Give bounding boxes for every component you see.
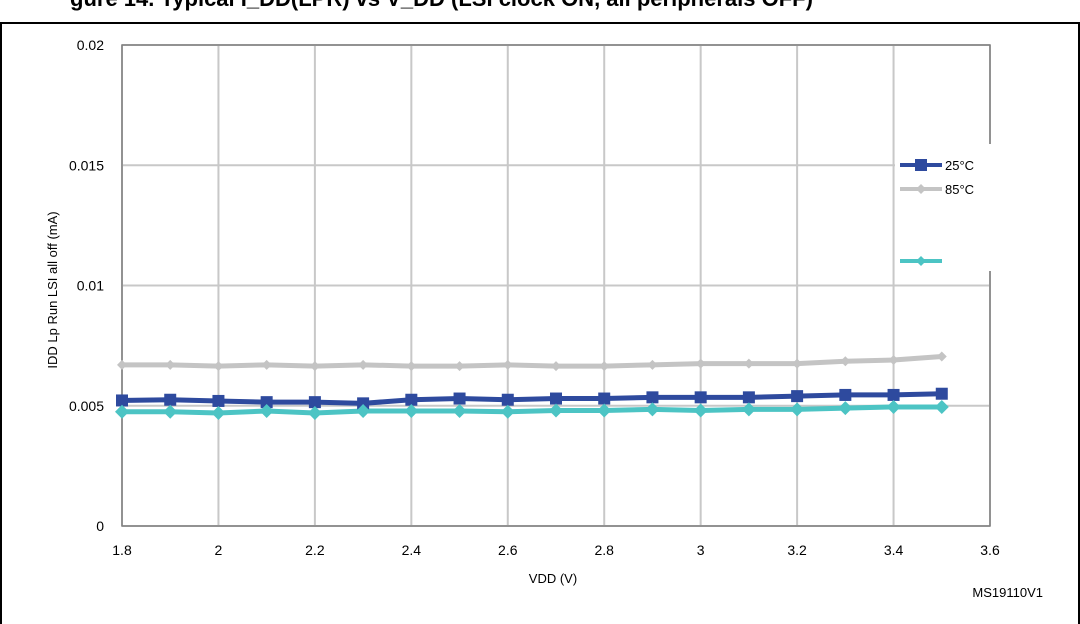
- y-tick-label: 0.005: [69, 398, 104, 414]
- y-tick-label: 0.02: [77, 37, 104, 53]
- y-tick-label: 0.015: [69, 157, 104, 173]
- header-fragment: gure 14. Typical I_DD(LPR) vs V_DD (LSI …: [70, 0, 813, 11]
- data-point: [886, 399, 901, 414]
- x-axis-ticks: 1.8 2 2.2 2.4 2.6 2.8 3 3.2 3.4 3.6: [112, 542, 1000, 558]
- y-tick-label: 0: [96, 518, 104, 534]
- y-tick-label: 0.01: [77, 278, 104, 294]
- data-point: [453, 392, 466, 405]
- data-point: [309, 361, 320, 372]
- series-markers: [115, 351, 949, 420]
- data-point: [117, 359, 127, 370]
- data-point: [260, 396, 273, 409]
- legend-swatch-marker: [916, 184, 926, 194]
- x-tick-label: 2.6: [498, 542, 518, 558]
- data-point: [743, 358, 754, 369]
- data-point: [936, 351, 947, 362]
- data-point: [792, 358, 803, 369]
- x-tick-label: 3: [697, 542, 705, 558]
- data-point: [839, 388, 852, 401]
- grid: [121, 44, 991, 527]
- data-point: [791, 390, 804, 403]
- data-point: [840, 356, 851, 367]
- data-point: [308, 396, 321, 409]
- x-tick-label: 2: [215, 542, 223, 558]
- x-tick-label: 2.2: [305, 542, 325, 558]
- legend-label: 85°C: [945, 182, 974, 197]
- data-point: [888, 355, 899, 366]
- data-point: [599, 361, 610, 372]
- data-point: [163, 404, 178, 419]
- x-axis-label: VDD (V): [529, 571, 577, 586]
- data-point: [645, 402, 660, 417]
- figure-id: MS19110V1: [972, 585, 1043, 600]
- data-point: [164, 393, 177, 406]
- data-point: [358, 359, 369, 370]
- data-point: [259, 404, 274, 419]
- series-lines: [121, 353, 942, 416]
- data-point: [742, 391, 755, 404]
- x-tick-label: 2.4: [402, 542, 422, 558]
- plot-border: [121, 44, 991, 527]
- data-point: [790, 402, 805, 417]
- data-point: [500, 404, 515, 419]
- data-point: [404, 404, 419, 419]
- data-point: [212, 394, 225, 407]
- data-point: [693, 403, 708, 418]
- legend-swatch-marker: [916, 256, 926, 266]
- x-tick-label: 1.8: [112, 542, 132, 558]
- data-point: [646, 391, 659, 404]
- data-point: [502, 359, 513, 370]
- data-point: [695, 358, 706, 369]
- data-point: [452, 404, 467, 419]
- data-point: [165, 359, 176, 370]
- data-point: [501, 393, 514, 406]
- data-point: [405, 393, 418, 406]
- x-tick-label: 3.4: [884, 542, 904, 558]
- legend: 25°C 85°C: [895, 144, 991, 271]
- series-line: [122, 353, 942, 369]
- data-point: [357, 397, 370, 410]
- data-point: [307, 405, 322, 420]
- data-point: [934, 399, 949, 414]
- data-point: [454, 361, 465, 372]
- data-point: [597, 403, 612, 418]
- series-line: [122, 404, 942, 416]
- data-point: [261, 359, 272, 370]
- data-point: [213, 361, 224, 372]
- data-point: [647, 359, 658, 370]
- data-point: [115, 404, 129, 419]
- data-point: [550, 392, 562, 405]
- y-axis-label: IDD Lp Run LSI all off (mA): [45, 211, 60, 368]
- data-point: [116, 394, 128, 407]
- data-point: [549, 403, 563, 418]
- data-point: [694, 391, 707, 404]
- data-point: [551, 361, 561, 372]
- data-point: [356, 404, 371, 419]
- plot-area: [121, 44, 991, 527]
- legend-label: 25°C: [945, 158, 974, 173]
- x-tick-label: 3.6: [980, 542, 1000, 558]
- data-point: [598, 392, 611, 405]
- data-point: [211, 405, 226, 420]
- series-line: [121, 391, 942, 406]
- data-point: [887, 388, 900, 401]
- data-point: [838, 401, 853, 416]
- x-tick-label: 3.2: [787, 542, 807, 558]
- legend-swatch-marker: [915, 159, 927, 171]
- data-point: [741, 402, 756, 417]
- y-axis-ticks: 0 0.005 0.01 0.015 0.02: [69, 37, 104, 534]
- data-point: [406, 361, 417, 372]
- x-tick-label: 2.8: [594, 542, 614, 558]
- data-point: [935, 387, 948, 400]
